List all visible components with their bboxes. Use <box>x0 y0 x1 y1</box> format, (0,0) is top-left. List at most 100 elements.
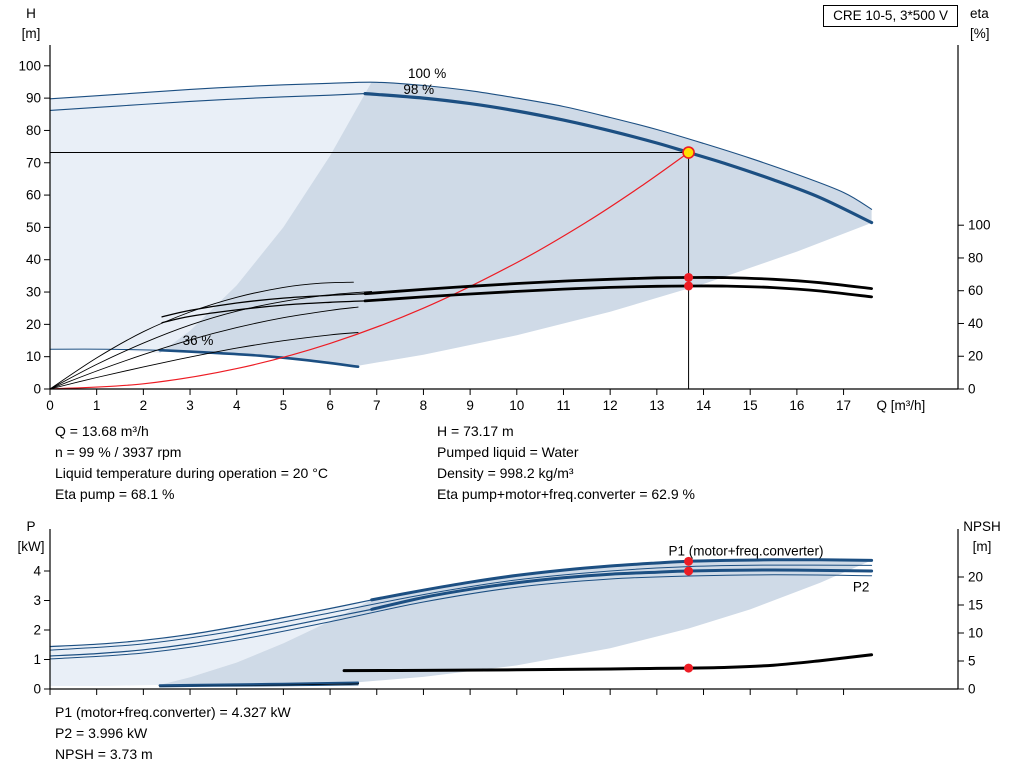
y-left-tick-label: 50 <box>26 220 41 235</box>
eta-axis-label: eta [%] <box>970 4 1020 44</box>
speed-curve-98pct-lowflow <box>49 93 366 111</box>
system-curve <box>49 151 690 390</box>
p-axis-symbol: P <box>26 519 36 534</box>
x-tick-label: 2 <box>140 398 148 413</box>
npsh-axis-symbol: NPSH <box>963 519 1001 534</box>
y-left-tick-label: 90 <box>26 91 41 106</box>
y-left-tick-label: 20 <box>26 317 41 332</box>
p2-98pct <box>49 574 873 660</box>
liquid-temperature-text: Liquid temperature during operation = 20… <box>55 465 328 481</box>
p2-36pct <box>159 684 359 688</box>
y-left-tick-label: 0 <box>33 682 41 697</box>
y-left-tick-label: 4 <box>33 564 41 579</box>
y-right-tick-label: 20 <box>968 349 983 364</box>
y-left-tick-label: 40 <box>26 252 41 267</box>
y-right-tick-label: 5 <box>968 654 976 669</box>
eta-total-text: Eta pump+motor+freq.converter = 62.9 % <box>437 486 695 502</box>
duty-info-left-column: Q = 13.68 m³/h n = 99 % / 3937 rpm Liqui… <box>55 421 328 505</box>
x-tick-label: 16 <box>789 398 804 413</box>
p1-lowflow <box>49 599 373 648</box>
npsh-axis-label: NPSH [m] <box>956 517 1008 557</box>
eta-pump-curve <box>363 276 873 296</box>
p1-value-text: P1 (motor+freq.converter) = 4.327 kW <box>55 704 291 720</box>
y-right-tick-label: 40 <box>968 316 983 331</box>
pump-model-title-box: CRE 10-5, 3*500 V <box>823 5 958 27</box>
y-right-tick-label: 0 <box>968 682 976 697</box>
x-axis-unit-label: Q [m³/h] <box>877 398 926 413</box>
eta-speed-curve-2 <box>49 291 373 390</box>
y-left-tick-label: 0 <box>33 382 41 397</box>
duty-info-right-column: H = 73.17 m Pumped liquid = Water Densit… <box>437 421 695 505</box>
x-tick-label: 12 <box>603 398 618 413</box>
y-right-tick-label: 15 <box>968 598 983 613</box>
p1-marker <box>684 556 694 566</box>
label-100pct: 100 % <box>408 66 446 81</box>
h-axis-symbol: H <box>26 6 36 21</box>
y-left-tick-label: 3 <box>33 593 41 608</box>
label-98pct: 98 % <box>403 82 434 97</box>
h-axis-unit: [m] <box>21 26 41 41</box>
x-tick-label: 4 <box>233 398 241 413</box>
x-tick-label: 9 <box>466 398 474 413</box>
pump-curve-main <box>363 92 874 225</box>
eta-pump-marker <box>684 272 694 282</box>
y-right-tick-label: 10 <box>968 626 983 641</box>
npsh-curve <box>342 653 874 673</box>
x-tick-label: 11 <box>556 398 570 413</box>
p-axis-label: P [kW] <box>10 517 52 557</box>
y-right-tick-label: 20 <box>968 570 983 585</box>
y-left-tick-label: 1 <box>33 652 41 667</box>
power-info-block: P1 (motor+freq.converter) = 4.327 kW P2 … <box>55 702 291 765</box>
p1-36pct <box>158 681 360 687</box>
p2-marker <box>684 566 694 576</box>
p-axis-unit: [kW] <box>17 539 45 554</box>
x-tick-label: 7 <box>373 398 381 413</box>
eta-speed-curve-3 <box>49 306 359 390</box>
duty-point-marker <box>682 146 695 159</box>
eta-axis-unit: [%] <box>970 26 990 41</box>
label-36pct: 36 % <box>183 333 214 348</box>
y-left-tick-label: 2 <box>33 623 41 638</box>
y-right-tick-label: 0 <box>968 382 976 397</box>
low-flow-region <box>50 82 372 354</box>
x-tick-label: 1 <box>93 398 101 413</box>
eta-total-curve <box>363 284 873 303</box>
y-left-tick-label: 80 <box>26 123 41 138</box>
x-tick-label: 14 <box>696 398 712 413</box>
x-tick-label: 0 <box>46 398 54 413</box>
y-right-tick-label: 80 <box>968 250 983 265</box>
density-text: Density = 998.2 kg/m³ <box>437 465 574 481</box>
x-tick-label: 8 <box>420 398 428 413</box>
eta-total-lowflow <box>161 300 366 324</box>
operating-envelope <box>159 559 872 686</box>
speed-curve-36pct <box>158 348 360 368</box>
y-left-tick-label: 70 <box>26 155 41 170</box>
x-tick-label: 10 <box>509 398 524 413</box>
duty-flow-text: Q = 13.68 m³/h <box>55 423 149 439</box>
y-left-tick-label: 100 <box>18 58 41 73</box>
pumped-liquid-text: Pumped liquid = Water <box>437 444 579 460</box>
p2-lowflow <box>49 608 373 657</box>
p2-curve <box>370 568 874 611</box>
x-tick-label: 15 <box>743 398 758 413</box>
duty-head-text: H = 73.17 m <box>437 423 514 439</box>
eta-speed-curve-4 <box>49 332 359 390</box>
npsh-value-text: NPSH = 3.73 m <box>55 746 153 762</box>
x-tick-label: 17 <box>836 398 851 413</box>
y-left-tick-label: 10 <box>26 349 41 364</box>
eta-pump-text: Eta pump = 68.1 % <box>55 486 175 502</box>
npsh-marker <box>684 663 694 673</box>
x-tick-label: 13 <box>649 398 664 413</box>
p2-value-text: P2 = 3.996 kW <box>55 725 148 741</box>
eta-speed-curve-1 <box>49 281 354 390</box>
y-left-tick-label: 60 <box>26 188 41 203</box>
speed-curve-36pct-lowflow <box>49 348 161 351</box>
eta-total-marker <box>684 281 694 291</box>
h-axis-label: H [m] <box>10 4 52 44</box>
label-p1: P1 (motor+freq.converter) <box>669 544 824 559</box>
y-right-tick-label: 100 <box>968 218 991 233</box>
y-right-tick-label: 60 <box>968 283 983 298</box>
x-tick-label: 3 <box>186 398 194 413</box>
x-tick-label: 5 <box>280 398 288 413</box>
